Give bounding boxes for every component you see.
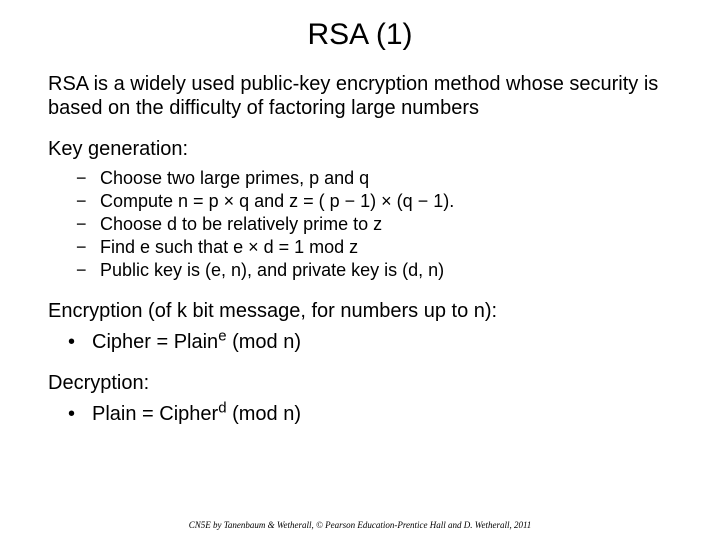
dec-pre: Plain = Cipher xyxy=(92,403,218,425)
list-item: Find e such that e × d = 1 mod z xyxy=(100,236,672,259)
list-item: Cipher = Plaine (mod n) xyxy=(68,329,672,356)
keygen-list: Choose two large primes, p and q Compute… xyxy=(48,167,672,282)
list-item: Public key is (e, n), and private key is… xyxy=(100,259,672,282)
decryption-label: Decryption: xyxy=(48,372,672,395)
list-item: Plain = Cipherd (mod n) xyxy=(68,401,672,428)
list-item: Choose d to be relatively prime to z xyxy=(100,213,672,236)
list-item: Choose two large primes, p and q xyxy=(100,167,672,190)
encryption-label: Encryption (of k bit message, for number… xyxy=(48,300,672,323)
dec-post: (mod n) xyxy=(227,403,301,425)
slide-title: RSA (1) xyxy=(48,18,672,52)
decryption-list: Plain = Cipherd (mod n) xyxy=(48,401,672,428)
enc-sup: e xyxy=(218,328,226,345)
enc-post: (mod n) xyxy=(227,331,301,353)
dec-sup: d xyxy=(218,400,226,417)
keygen-label: Key generation: xyxy=(48,138,672,161)
footer-citation: CN5E by Tanenbaum & Wetherall, © Pearson… xyxy=(0,520,720,530)
slide: RSA (1) RSA is a widely used public-key … xyxy=(0,0,720,540)
intro-paragraph: RSA is a widely used public-key encrypti… xyxy=(48,72,672,120)
encryption-list: Cipher = Plaine (mod n) xyxy=(48,329,672,356)
enc-pre: Cipher = Plain xyxy=(92,331,218,353)
list-item: Compute n = p × q and z = ( p − 1) × (q … xyxy=(100,190,672,213)
